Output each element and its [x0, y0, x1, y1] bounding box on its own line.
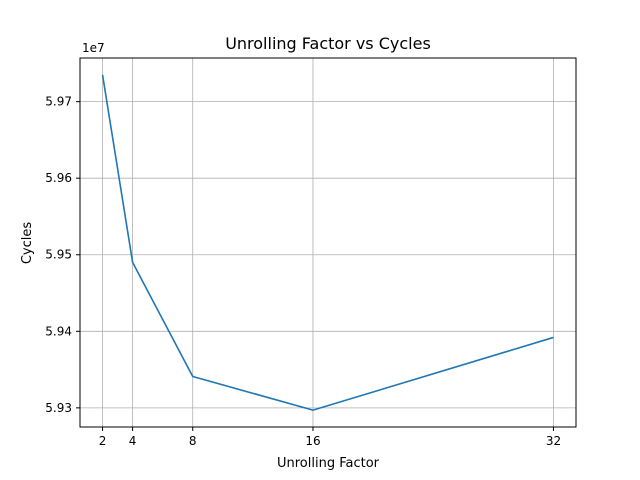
x-tick-label: 16: [305, 434, 320, 448]
grid: [80, 58, 576, 427]
y-tick-label: 5.93: [45, 401, 72, 415]
y-tick-label: 5.95: [45, 248, 72, 262]
ticks: 2 4 8 16 32 5.93 5.94 5.95 5.96 5.97: [45, 95, 561, 448]
x-tick-label: 8: [189, 434, 197, 448]
series-layer: [101, 74, 554, 411]
y-tick-label: 5.96: [45, 171, 72, 185]
x-axis-label: Unrolling Factor: [277, 456, 380, 471]
chart-title: Unrolling Factor vs Cycles: [225, 34, 431, 53]
y-axis-label: Cycles: [20, 222, 35, 265]
x-tick-label: 4: [129, 434, 137, 448]
plot-frame: [79, 57, 577, 428]
x-tick-label: 32: [546, 434, 561, 448]
y-offset-label: 1e7: [82, 41, 105, 55]
x-tick-label: 2: [99, 434, 107, 448]
y-tick-label: 5.94: [45, 324, 72, 338]
series-line: [101, 74, 554, 411]
y-tick-label: 5.97: [45, 95, 72, 109]
